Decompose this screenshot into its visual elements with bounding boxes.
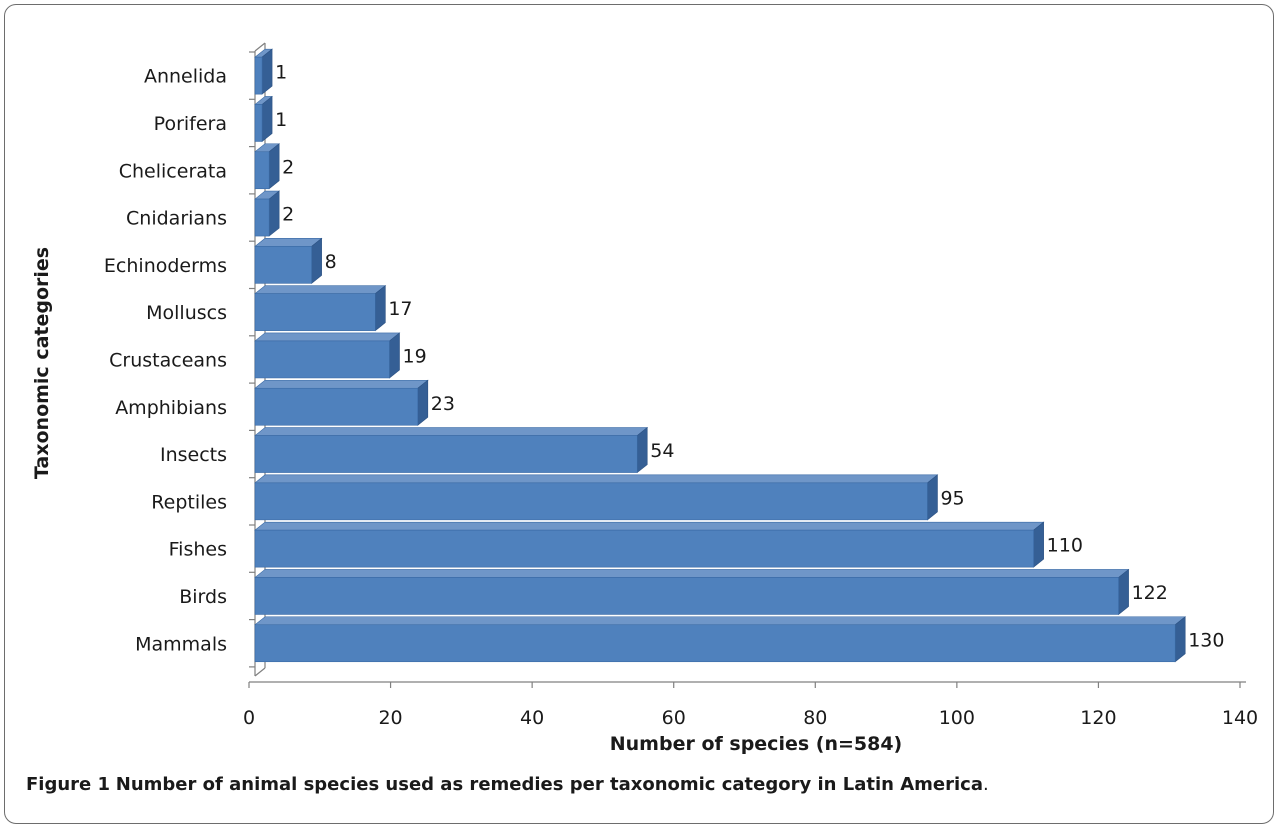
bar-front-face <box>254 529 1034 568</box>
data-label: 1 <box>275 62 287 84</box>
x-tick-label: 0 <box>243 707 255 729</box>
bar-echinoderms <box>254 237 323 284</box>
data-label: 110 <box>1047 535 1083 557</box>
bar-top-face <box>254 332 401 342</box>
category-label: Fishes <box>169 539 227 561</box>
bar-front-face <box>254 387 419 426</box>
bar-side-face <box>311 237 322 284</box>
bar-chelicerata <box>254 143 281 190</box>
bar-front-face <box>254 482 928 521</box>
data-label: 54 <box>650 440 674 462</box>
bar-top-face <box>254 474 939 484</box>
bars <box>254 48 1187 663</box>
bar-cnidarians <box>254 190 281 237</box>
x-tick-label: 80 <box>803 707 827 729</box>
bar-front-face <box>254 56 263 95</box>
bar-front-face <box>254 624 1176 663</box>
category-label: Chelicerata <box>119 160 227 182</box>
bar-porifera <box>254 95 273 143</box>
bar-side-face <box>268 190 280 237</box>
category-label: Echinoderms <box>104 255 227 277</box>
bar-front-face <box>254 246 312 284</box>
category-label: Annelida <box>144 66 227 88</box>
data-label: 2 <box>282 204 294 226</box>
figure-caption: Figure 1 Number of animal species used a… <box>26 774 989 795</box>
bar-front-face <box>254 340 390 379</box>
bar-front-face <box>254 293 376 331</box>
bar-chart: 0 20 40 60 80 100 120 140 Annelida 1 Porifera 1 Chel… <box>31 42 1258 755</box>
data-label: 8 <box>325 251 337 273</box>
axis-floor-edge <box>254 667 266 677</box>
x-tick-label: 140 <box>1222 707 1258 729</box>
bar-molluscs <box>254 285 387 332</box>
category-label: Molluscs <box>146 302 227 324</box>
y-axis-title: Taxonomic categories <box>31 247 53 479</box>
data-label: 130 <box>1188 629 1224 651</box>
bar-top-face <box>254 379 429 389</box>
category-label: Cnidarians <box>126 208 227 230</box>
bar-top-face <box>254 238 323 247</box>
bar-side-face <box>927 474 938 521</box>
bar-top-face <box>254 285 387 294</box>
axis-top-edge <box>254 42 266 52</box>
category-label: Mammals <box>135 633 227 655</box>
labels: 0 20 40 60 80 100 120 140 Annelida 1 Porifera 1 Chel… <box>104 62 1258 729</box>
bar-side-face <box>1174 616 1186 663</box>
bar-front-face <box>254 577 1119 615</box>
bar-front-face <box>254 198 270 237</box>
bar-top-face <box>254 616 1187 626</box>
bar-side-face <box>1118 568 1129 616</box>
bar-top-face <box>254 569 1130 578</box>
data-label: 2 <box>282 156 294 178</box>
x-tick-label: 40 <box>520 707 544 729</box>
data-label: 19 <box>402 345 426 367</box>
bar-front-face <box>254 435 638 473</box>
bar-annelida <box>254 48 273 95</box>
category-label: Insects <box>160 444 227 466</box>
category-label: Crustaceans <box>109 349 227 371</box>
bar-amphibians <box>254 379 429 426</box>
bar-front-face <box>254 104 263 142</box>
bar-mammals <box>254 616 1187 663</box>
data-label: 95 <box>940 487 964 509</box>
data-label: 122 <box>1132 582 1168 604</box>
bar-top-face <box>254 521 1045 531</box>
x-tick-label: 60 <box>662 707 686 729</box>
x-tick-label: 100 <box>939 707 975 729</box>
data-label: 1 <box>275 109 287 131</box>
category-label: Reptiles <box>151 491 227 513</box>
bar-side-face <box>389 332 400 379</box>
bar-side-face <box>261 48 273 95</box>
bar-insects <box>254 426 649 474</box>
bar-fishes <box>254 521 1045 568</box>
bar-side-face <box>261 95 273 143</box>
category-label: Porifera <box>154 113 227 135</box>
bar-top-face <box>254 427 649 436</box>
figure-caption-end: . <box>982 774 989 795</box>
x-tick-label: 20 <box>378 707 402 729</box>
bar-front-face <box>254 151 270 190</box>
category-label: Amphibians <box>115 397 227 419</box>
bar-birds <box>254 568 1130 616</box>
bar-side-face <box>636 426 648 474</box>
bar-side-face <box>268 143 280 190</box>
bar-side-face <box>375 285 386 332</box>
x-axis-title: Number of species (n=584) <box>610 733 903 755</box>
category-label: Birds <box>179 586 227 608</box>
bar-crustaceans <box>254 332 401 379</box>
bar-reptiles <box>254 474 939 521</box>
x-tick-label: 120 <box>1080 707 1116 729</box>
figure-frame: 0 20 40 60 80 100 120 140 Annelida 1 Porifera 1 Chel… <box>4 4 1274 824</box>
bar-side-face <box>417 379 429 426</box>
figure-caption-text: Number of animal species used as remedie… <box>115 774 983 795</box>
figure-label: Figure 1 <box>26 774 111 795</box>
data-label: 17 <box>388 298 412 320</box>
data-label: 23 <box>431 393 455 415</box>
bar-side-face <box>1033 521 1044 568</box>
